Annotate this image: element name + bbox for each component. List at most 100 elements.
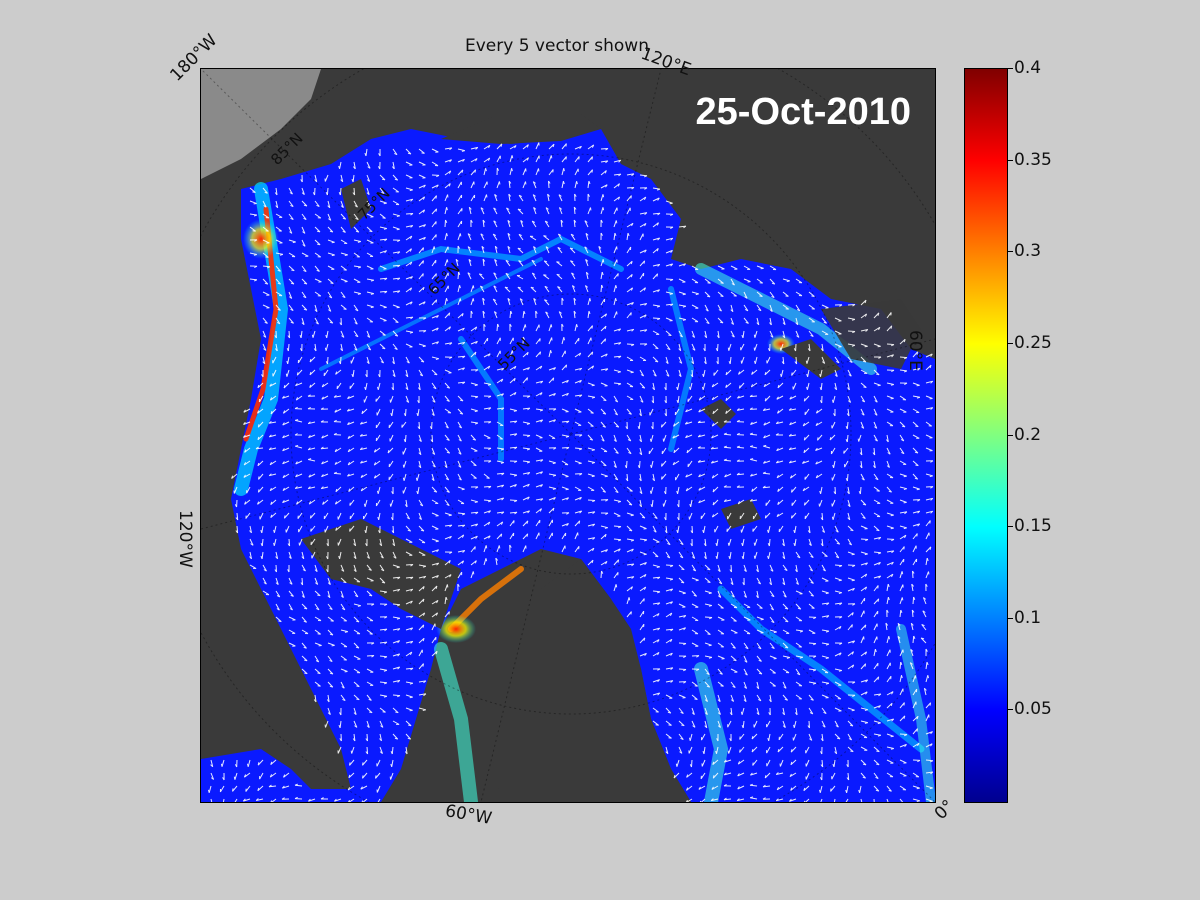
drift-vector xyxy=(860,369,868,374)
drift-vector xyxy=(873,447,876,456)
drift-vector xyxy=(650,460,654,468)
drift-vector xyxy=(743,304,749,312)
drift-vector-head xyxy=(670,680,674,683)
drift-vector-head xyxy=(488,510,491,514)
drift-vector xyxy=(561,523,569,527)
drift-vector-head xyxy=(698,487,701,491)
drift-vector xyxy=(678,278,686,283)
drift-vector xyxy=(308,447,316,451)
drift-vector-head xyxy=(329,607,333,610)
drift-vector xyxy=(522,157,529,163)
drift-vector-head xyxy=(630,514,634,517)
drift-vector-head xyxy=(416,490,419,495)
drift-vector-head xyxy=(292,241,296,244)
vector-field xyxy=(208,142,934,802)
drift-vector xyxy=(275,226,282,232)
drift-vector xyxy=(873,512,881,518)
drift-vector xyxy=(910,623,914,631)
drift-vector xyxy=(509,310,512,319)
drift-vector xyxy=(776,421,784,425)
drift-vector xyxy=(219,785,225,793)
drift-vector-head xyxy=(897,635,901,639)
drift-vector xyxy=(723,433,732,436)
drift-vector xyxy=(519,298,524,306)
drift-vector xyxy=(739,746,745,753)
drift-vector-head xyxy=(763,383,766,387)
drift-vector xyxy=(808,629,816,634)
drift-vector xyxy=(544,286,550,293)
drift-vector xyxy=(457,169,464,176)
drift-vector xyxy=(509,511,518,514)
drift-vector xyxy=(483,365,491,371)
drift-vector-head xyxy=(283,774,286,778)
drift-vector-head xyxy=(644,223,647,227)
drift-vector-head xyxy=(668,724,672,726)
drift-vector-head xyxy=(797,607,801,610)
drift-vector xyxy=(817,434,823,441)
drift-vector-head xyxy=(360,460,363,464)
lon-label-60e: 60°E xyxy=(905,330,925,371)
drift-vector-head xyxy=(680,542,684,546)
drift-vector-head xyxy=(257,436,260,440)
drift-vector-head xyxy=(832,399,834,403)
drift-vector-head xyxy=(730,699,734,702)
drift-vector-head xyxy=(540,459,544,462)
drift-vector xyxy=(724,772,732,776)
drift-vector-head xyxy=(315,322,319,325)
drift-vector xyxy=(742,330,745,338)
drift-vector xyxy=(508,181,511,189)
drift-vector-head xyxy=(767,555,769,559)
drift-vector xyxy=(789,772,797,778)
drift-vector-head xyxy=(315,660,319,663)
drift-vector xyxy=(377,798,381,802)
drift-vector-head xyxy=(370,306,374,309)
drift-vector xyxy=(808,291,815,297)
drift-vector xyxy=(301,239,306,247)
drift-vector xyxy=(626,611,632,618)
drift-vector-head xyxy=(812,682,817,685)
drift-vector-head xyxy=(708,605,712,607)
drift-vector xyxy=(661,421,667,428)
drift-vector xyxy=(405,640,413,644)
drift-vector-head xyxy=(810,555,814,558)
drift-vector xyxy=(340,564,345,572)
drift-vector xyxy=(821,512,824,521)
drift-vector xyxy=(288,317,294,324)
drift-vector-head xyxy=(547,193,550,197)
drift-vector-head xyxy=(930,510,934,514)
drift-vector-head xyxy=(732,685,736,688)
drift-vector xyxy=(899,486,907,490)
drift-vector xyxy=(262,590,270,596)
drift-vector-head xyxy=(692,569,696,572)
drift-vector xyxy=(885,623,888,631)
drift-vector-head xyxy=(715,555,718,560)
drift-vector-head xyxy=(691,361,694,365)
drift-vector xyxy=(418,512,422,520)
drift-vector xyxy=(639,652,647,657)
drift-vector-head xyxy=(309,384,312,388)
drift-vector xyxy=(847,746,854,752)
drift-vector-head xyxy=(462,355,466,359)
drift-vector xyxy=(860,720,868,724)
drift-vector xyxy=(561,545,566,553)
drift-vector-head xyxy=(290,594,294,597)
drift-vector-head xyxy=(334,798,337,802)
drift-vector-head xyxy=(467,233,471,236)
drift-vector-head xyxy=(263,582,267,585)
drift-vector-head xyxy=(865,679,869,683)
drift-vector xyxy=(789,408,797,411)
drift-vector-head xyxy=(368,594,373,597)
drift-vector xyxy=(873,798,875,802)
drift-vector-head xyxy=(667,542,671,546)
drift-vector xyxy=(782,278,790,282)
drift-vector xyxy=(626,195,632,202)
drift-vector-head xyxy=(790,749,793,753)
drift-vector xyxy=(764,772,771,779)
drift-vector-head xyxy=(803,398,806,402)
drift-vector xyxy=(776,460,784,464)
drift-vector xyxy=(557,233,563,241)
drift-vector-head xyxy=(290,204,294,208)
drift-vector xyxy=(418,236,426,241)
drift-vector-head xyxy=(289,192,293,195)
drift-vector xyxy=(390,395,394,403)
